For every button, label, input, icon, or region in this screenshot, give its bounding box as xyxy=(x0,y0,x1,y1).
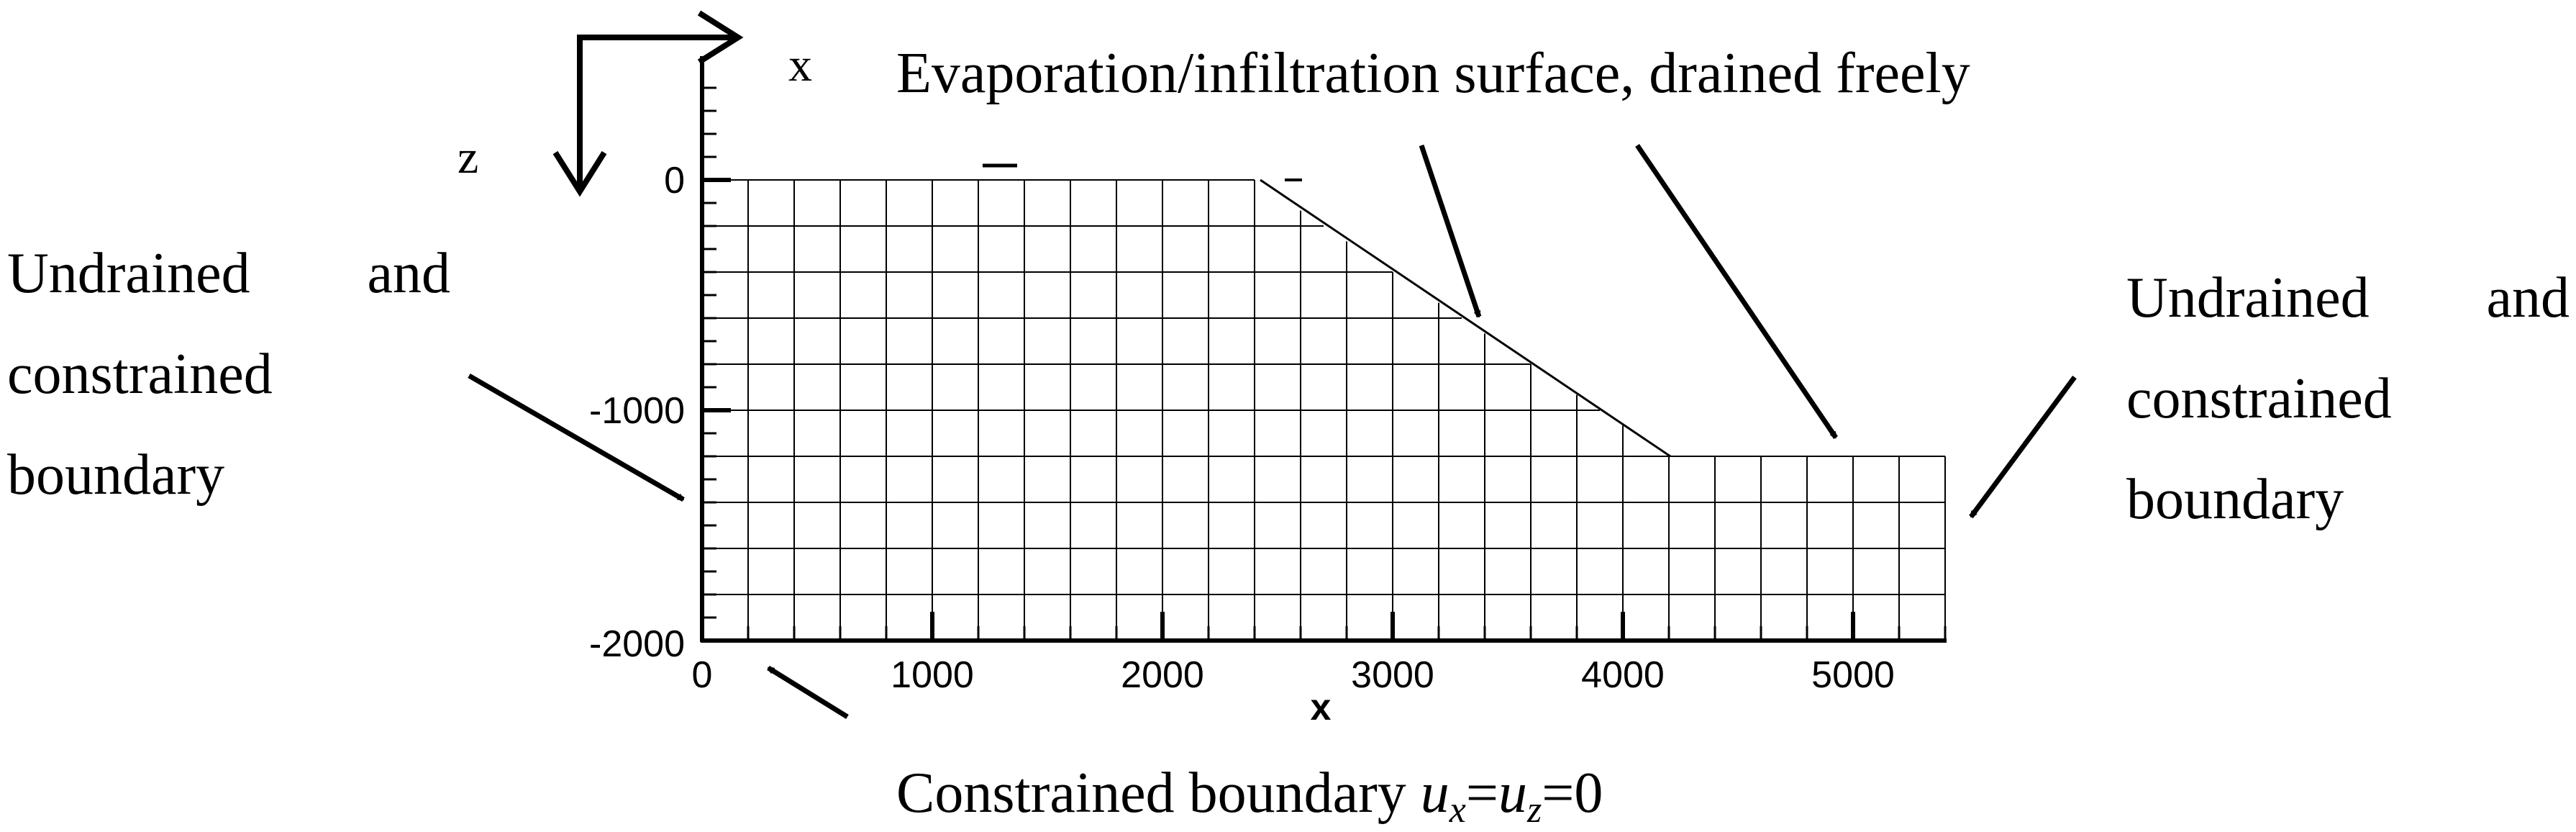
left-boundary-word: Undrained xyxy=(7,242,250,305)
subscript-z: z xyxy=(1526,790,1542,828)
left-boundary-label: Undrained and constrained boundary xyxy=(7,242,450,507)
coordinate-indicator: x z xyxy=(458,10,812,197)
subscript-x: x xyxy=(1449,790,1466,828)
top-surface-label: Evaporation/infiltration surface, draine… xyxy=(896,42,1970,105)
left-boundary-word: constrained xyxy=(7,343,273,406)
x-tick-label: 4000 xyxy=(1581,654,1665,696)
right-boundary-word: Undrained xyxy=(2126,266,2370,330)
z-arrow-head xyxy=(552,150,607,197)
annotation-arrows xyxy=(468,144,2077,719)
displacement-symbol: u xyxy=(1421,761,1449,825)
arrow-bottom-boundary xyxy=(768,666,849,719)
equals-zero: =0 xyxy=(1542,761,1603,825)
arrow-left-boundary xyxy=(468,373,683,502)
equals-sign: = xyxy=(1466,761,1498,825)
right-boundary-label: Undrained and constrained boundary xyxy=(2126,266,2570,531)
y-tick-label: -2000 xyxy=(589,623,685,665)
x-tick-label: 1000 xyxy=(891,654,974,696)
left-boundary-word: and xyxy=(367,242,450,305)
mesh-plot: 0 1000 2000 3000 4000 5000 0 -1000 -2000… xyxy=(589,56,1947,728)
left-boundary-word: boundary xyxy=(7,443,224,507)
arrow-toe-surface xyxy=(1635,144,1838,438)
x-axis-stub-label: x xyxy=(1311,687,1332,728)
right-boundary-word: boundary xyxy=(2126,468,2344,531)
bottom-boundary-label: Constrained boundary ux=uz=0 xyxy=(896,761,1603,828)
y-tick-label: -1000 xyxy=(589,390,685,432)
right-boundary-word: constrained xyxy=(2126,367,2392,430)
x-tick-label: 3000 xyxy=(1351,654,1434,696)
x-tick-label: 0 xyxy=(692,654,713,696)
slope-surface-line xyxy=(1260,178,1671,458)
mesh-grid xyxy=(702,179,1946,641)
arrow-slope-top xyxy=(1419,144,1482,317)
x-tick-label: 2000 xyxy=(1121,654,1204,696)
y-tick-label: 0 xyxy=(664,160,685,202)
axis-ticks xyxy=(700,86,1947,643)
bottom-boundary-text: Constrained boundary xyxy=(896,761,1421,825)
right-boundary-word: and xyxy=(2486,266,2570,330)
x-axis-label: x xyxy=(788,39,812,91)
arrow-right-boundary xyxy=(1969,375,2077,519)
x-tick-label: 5000 xyxy=(1811,654,1895,696)
x-arrow-head xyxy=(697,10,744,65)
displacement-symbol: u xyxy=(1498,761,1527,825)
z-axis-label: z xyxy=(458,131,478,184)
